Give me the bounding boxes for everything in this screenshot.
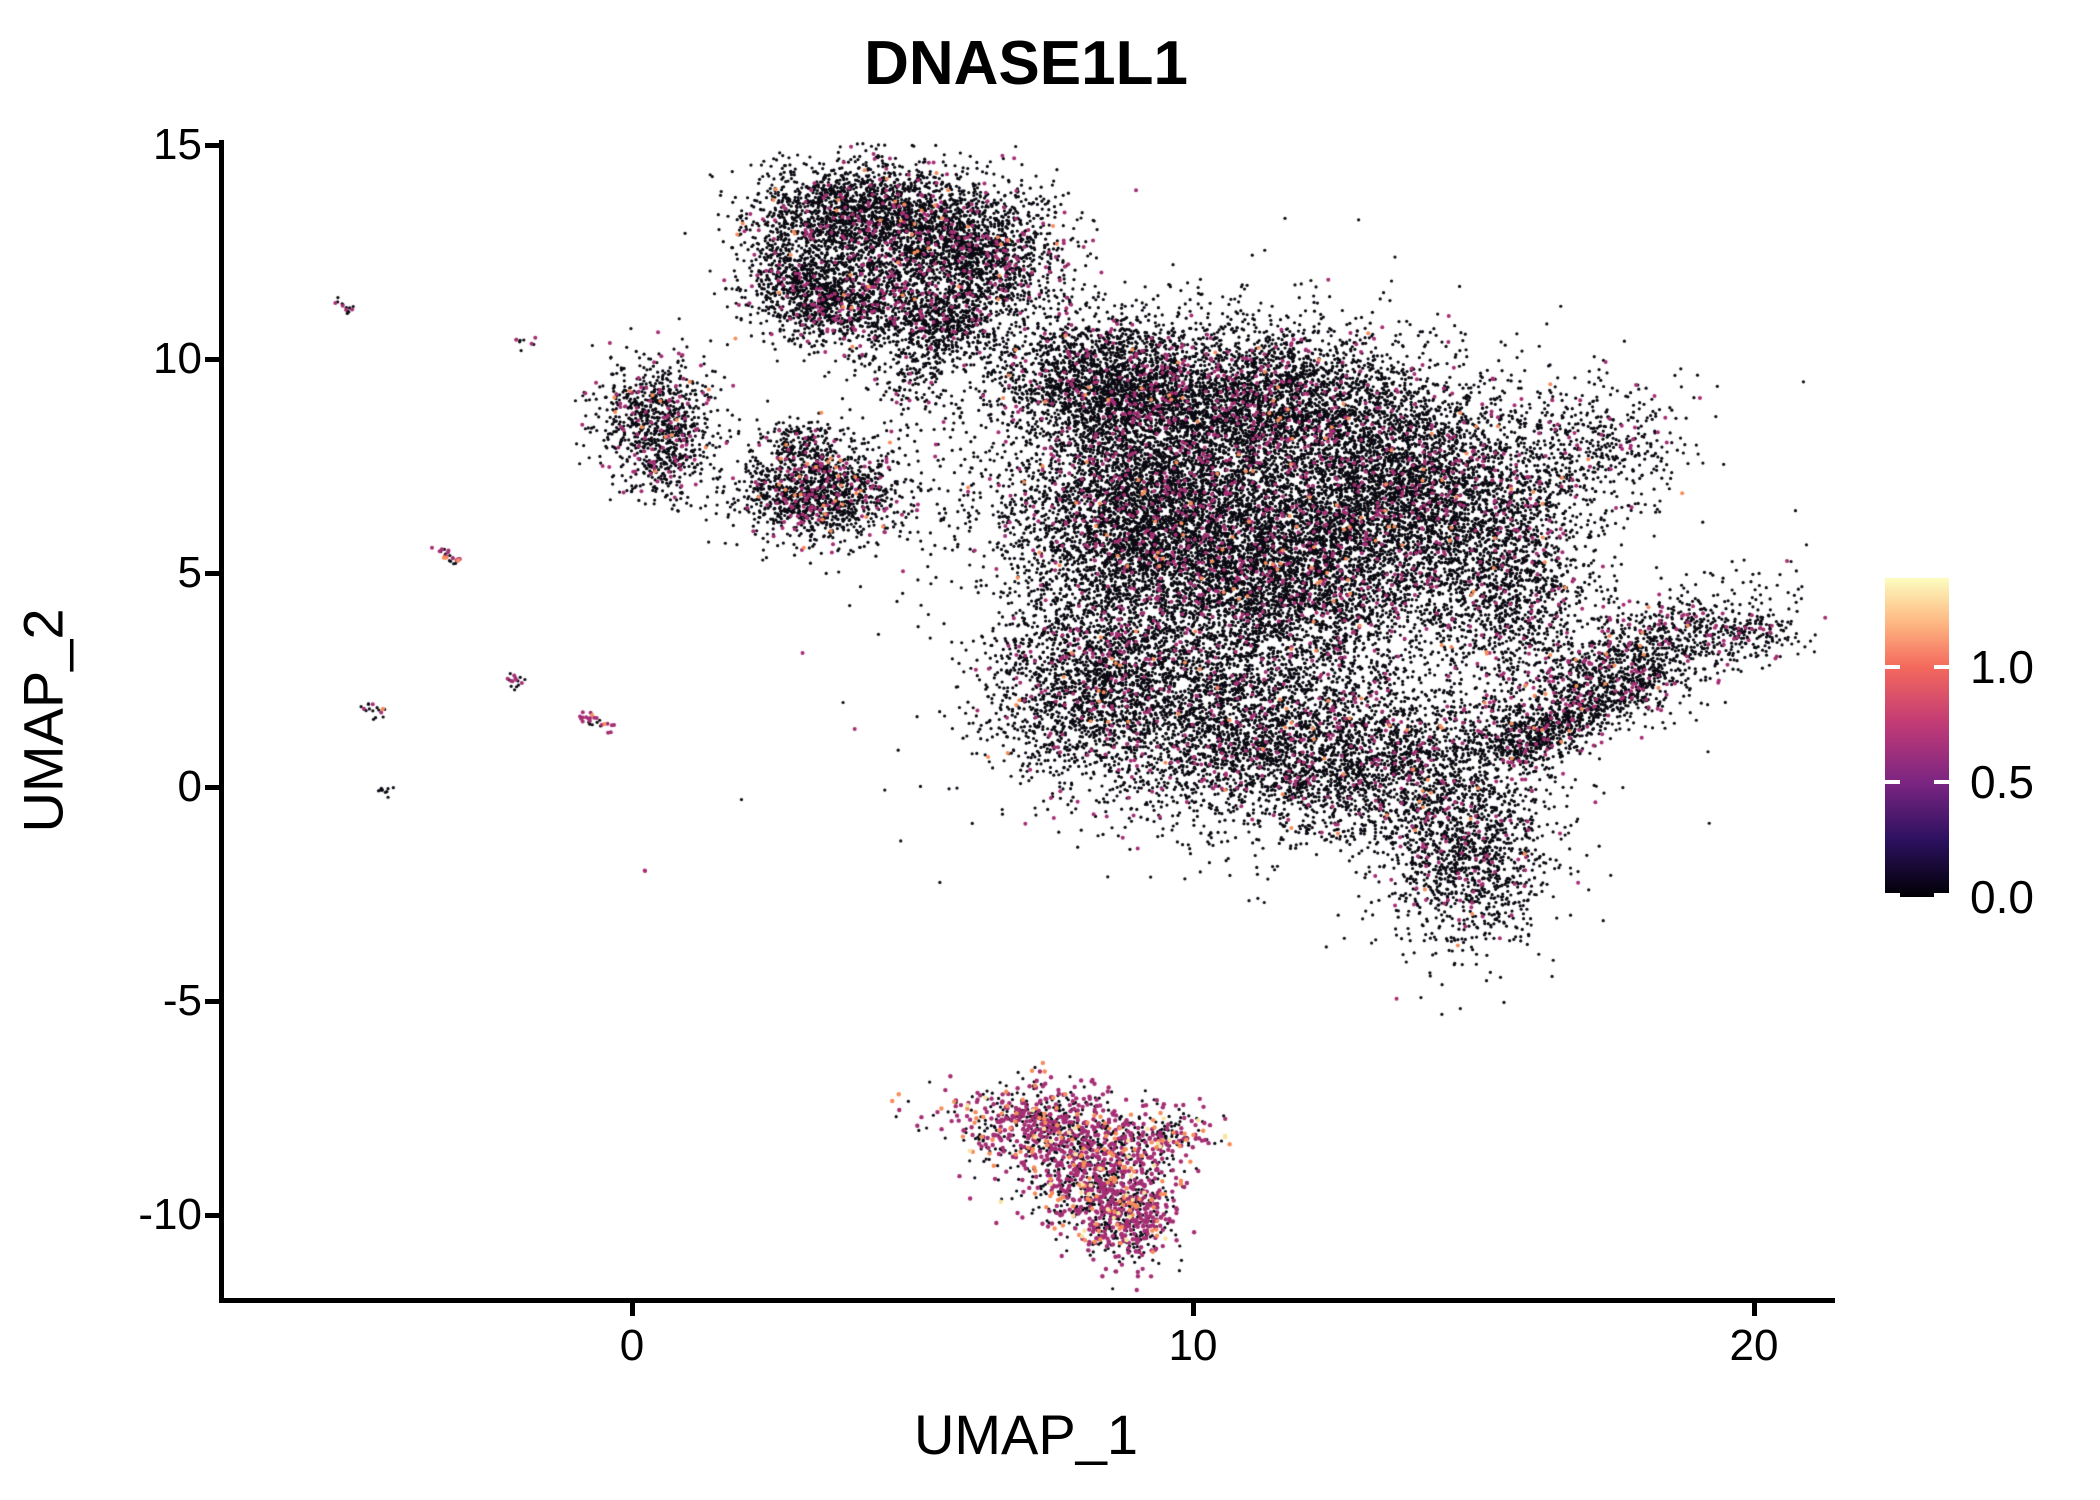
x-axis-tick (1190, 1302, 1196, 1316)
y-axis-line (219, 140, 224, 1303)
y-axis-tick-label: 5 (177, 548, 202, 597)
x-axis-tick-label: 20 (1729, 1321, 1779, 1370)
colorbar-tick-label: 0.5 (1970, 756, 2034, 808)
y-axis-tick-label: -10 (138, 1190, 202, 1239)
y-axis-tick-label: 15 (153, 120, 202, 169)
x-axis-tick-label: 10 (1168, 1321, 1218, 1370)
y-axis-tick (205, 1212, 220, 1218)
colorbar-tick (1885, 893, 1900, 897)
colorbar-gradient (1885, 578, 1949, 897)
y-axis-tick-label: 10 (153, 334, 202, 383)
x-axis-tick-label: 0 (619, 1321, 645, 1370)
x-axis-tick (629, 1302, 635, 1316)
y-axis-tick (205, 142, 220, 148)
colorbar-tick-label: 1.0 (1970, 641, 2034, 693)
colorbar-tick (1934, 780, 1949, 784)
x-axis-tick (1751, 1302, 1757, 1316)
y-axis-tick-label: 0 (177, 762, 202, 811)
plot-title: DNASE1L1 (864, 29, 1188, 98)
x-axis-title: UMAP_1 (913, 1403, 1139, 1466)
y-axis-tick (205, 784, 220, 790)
x-axis-line (219, 1298, 1835, 1303)
colorbar-tick (1885, 665, 1900, 669)
y-axis-title: UMAP_2 (6, 140, 80, 1300)
colorbar-tick (1885, 780, 1900, 784)
y-axis-tick (205, 998, 220, 1004)
y-axis-tick (205, 570, 220, 576)
colorbar-tick (1934, 893, 1949, 897)
y-axis-tick-label: -5 (162, 976, 202, 1025)
colorbar-tick (1934, 665, 1949, 669)
colorbar-tick-label: 0.0 (1970, 871, 2034, 923)
y-axis-tick (205, 356, 220, 362)
